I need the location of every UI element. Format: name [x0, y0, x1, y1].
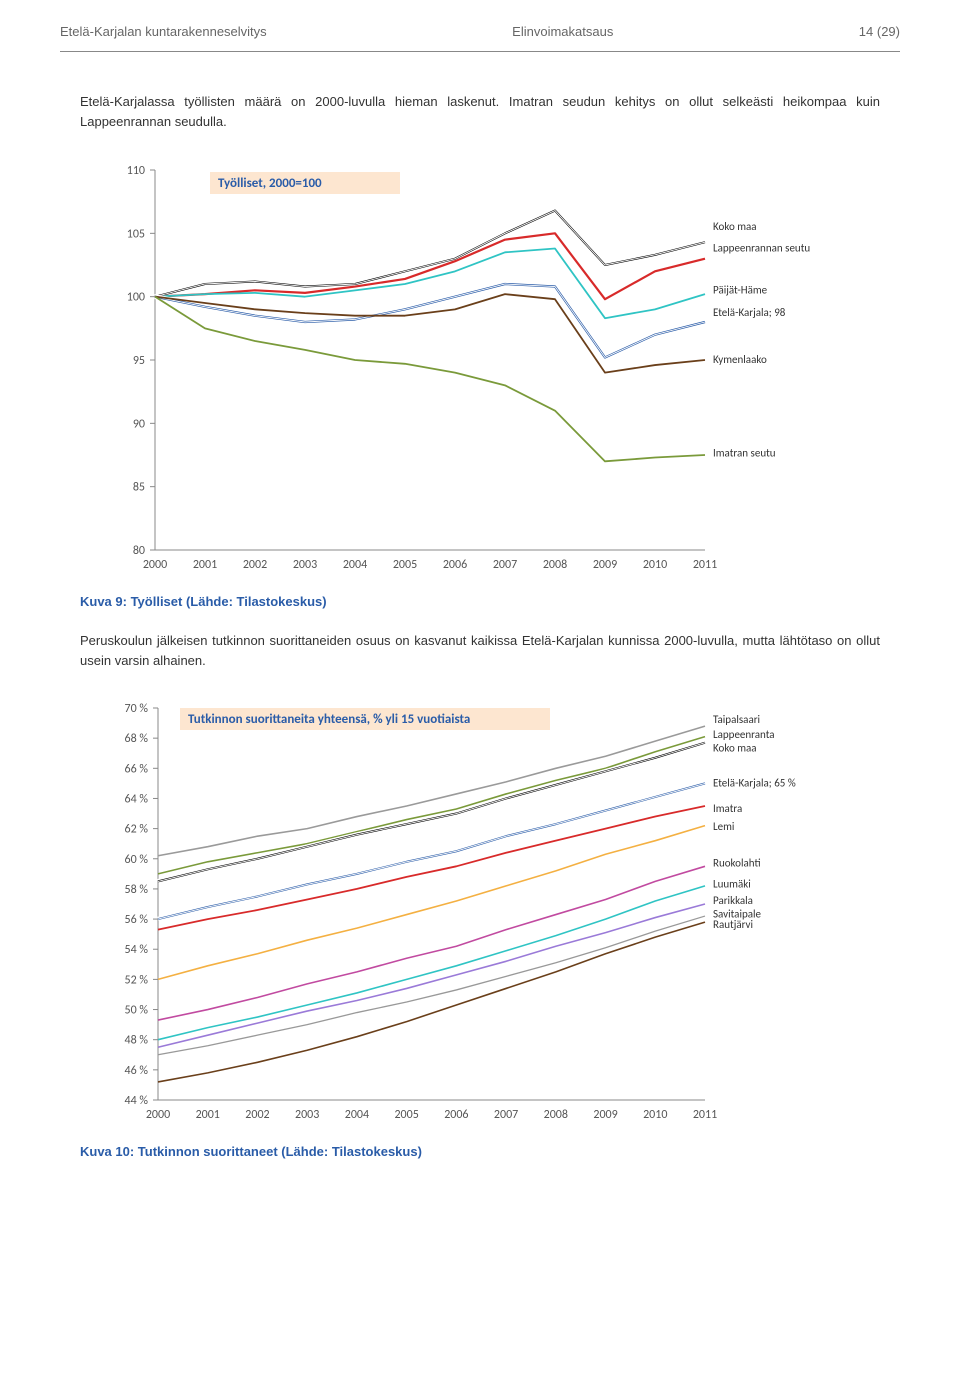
- page-header: Etelä-Karjalan kuntarakenneselvitys Elin…: [60, 24, 900, 39]
- chart-2-wrap: 44 % 46 % 48 % 50 % 52 % 54 % 56 % 58 % 60 % 62 %…: [60, 696, 900, 1126]
- svg-text:64 %: 64 %: [125, 792, 149, 806]
- svg-text:58 %: 58 %: [125, 882, 149, 896]
- svg-text:60 %: 60 %: [125, 852, 149, 866]
- svg-text:Päijät-Häme: Päijät-Häme: [713, 284, 768, 297]
- paragraph-2: Peruskoulun jälkeisen tutkinnon suoritta…: [60, 631, 900, 671]
- chart-1: 80 85 90 95 100 105 110 2000 2001 2002 2003 2004 200…: [100, 156, 860, 576]
- svg-text:54 %: 54 %: [125, 943, 149, 957]
- svg-text:2003: 2003: [295, 1108, 319, 1122]
- svg-text:2009: 2009: [593, 558, 617, 572]
- svg-text:2005: 2005: [394, 1108, 418, 1122]
- svg-text:44 %: 44 %: [125, 1094, 149, 1108]
- svg-text:2007: 2007: [494, 1108, 518, 1122]
- svg-text:56 %: 56 %: [125, 913, 149, 927]
- svg-text:48 %: 48 %: [125, 1033, 149, 1047]
- svg-text:110: 110: [127, 164, 145, 178]
- svg-text:85: 85: [133, 481, 145, 495]
- svg-text:90: 90: [133, 418, 145, 432]
- chart-1-wrap: 80 85 90 95 100 105 110 2000 2001 2002 2003 2004 200…: [60, 156, 900, 576]
- svg-text:2006: 2006: [444, 1108, 468, 1122]
- caption-1: Kuva 9: Työlliset (Lähde: Tilastokeskus): [80, 594, 900, 609]
- svg-text:Rautjärvi: Rautjärvi: [713, 918, 753, 931]
- svg-text:Imatra: Imatra: [713, 802, 742, 815]
- svg-text:52 %: 52 %: [125, 973, 149, 987]
- svg-text:Koko maa: Koko maa: [713, 220, 757, 233]
- svg-text:2008: 2008: [543, 558, 567, 572]
- svg-text:Etelä-Karjala; 98: Etelä-Karjala; 98: [713, 306, 786, 319]
- svg-text:Etelä-Karjala; 65 %: Etelä-Karjala; 65 %: [713, 776, 796, 789]
- svg-text:95: 95: [133, 354, 145, 368]
- svg-text:2006: 2006: [443, 558, 467, 572]
- svg-text:68 %: 68 %: [125, 732, 149, 746]
- svg-text:Lappeenranta: Lappeenranta: [713, 728, 775, 741]
- svg-text:Kymenlaako: Kymenlaako: [713, 353, 767, 366]
- svg-text:70 %: 70 %: [125, 702, 149, 716]
- paragraph-1: Etelä-Karjalassa työllisten määrä on 200…: [60, 92, 900, 132]
- svg-text:Parikkala: Parikkala: [713, 894, 753, 907]
- svg-text:62 %: 62 %: [125, 822, 149, 836]
- header-right: 14 (29): [859, 24, 900, 39]
- svg-text:2003: 2003: [293, 558, 317, 572]
- svg-text:46 %: 46 %: [125, 1063, 149, 1077]
- header-left: Etelä-Karjalan kuntarakenneselvitys: [60, 24, 267, 39]
- svg-text:2005: 2005: [393, 558, 417, 572]
- svg-text:2000: 2000: [146, 1108, 170, 1122]
- chart-2: 44 % 46 % 48 % 50 % 52 % 54 % 56 % 58 % 60 % 62 %…: [100, 696, 860, 1126]
- svg-text:2004: 2004: [343, 558, 367, 572]
- svg-text:2011: 2011: [693, 558, 717, 572]
- svg-text:50 %: 50 %: [125, 1003, 149, 1017]
- svg-text:2009: 2009: [593, 1108, 617, 1122]
- svg-text:2010: 2010: [643, 1108, 667, 1122]
- header-rule: [60, 51, 900, 52]
- header-center: Elinvoimakatsaus: [267, 24, 859, 39]
- svg-text:2001: 2001: [196, 1108, 220, 1122]
- svg-text:2010: 2010: [643, 558, 667, 572]
- svg-text:2011: 2011: [693, 1108, 717, 1122]
- svg-text:2000: 2000: [143, 558, 167, 572]
- svg-text:2002: 2002: [245, 1108, 269, 1122]
- svg-text:66 %: 66 %: [125, 762, 149, 776]
- svg-text:Ruokolahti: Ruokolahti: [713, 856, 761, 869]
- svg-text:2002: 2002: [243, 558, 267, 572]
- svg-text:2001: 2001: [193, 558, 217, 572]
- svg-text:2008: 2008: [544, 1108, 568, 1122]
- svg-text:80: 80: [133, 544, 145, 558]
- svg-text:Luumäki: Luumäki: [713, 877, 751, 890]
- svg-text:Lemi: Lemi: [713, 820, 734, 833]
- svg-text:Lappeenrannan seutu: Lappeenrannan seutu: [713, 242, 810, 255]
- svg-text:2004: 2004: [345, 1108, 369, 1122]
- svg-text:Työlliset, 2000=100: Työlliset, 2000=100: [218, 176, 322, 191]
- svg-text:105: 105: [127, 228, 145, 242]
- svg-text:Koko maa: Koko maa: [713, 741, 757, 754]
- svg-text:Imatran seutu: Imatran seutu: [713, 447, 776, 460]
- svg-text:Tutkinnon suorittaneita yhteen: Tutkinnon suorittaneita yhteensä, % yli …: [188, 712, 470, 727]
- caption-2: Kuva 10: Tutkinnon suorittaneet (Lähde: …: [80, 1144, 900, 1159]
- svg-text:2007: 2007: [493, 558, 517, 572]
- svg-text:Taipalsaari: Taipalsaari: [713, 713, 760, 726]
- svg-text:100: 100: [127, 291, 145, 305]
